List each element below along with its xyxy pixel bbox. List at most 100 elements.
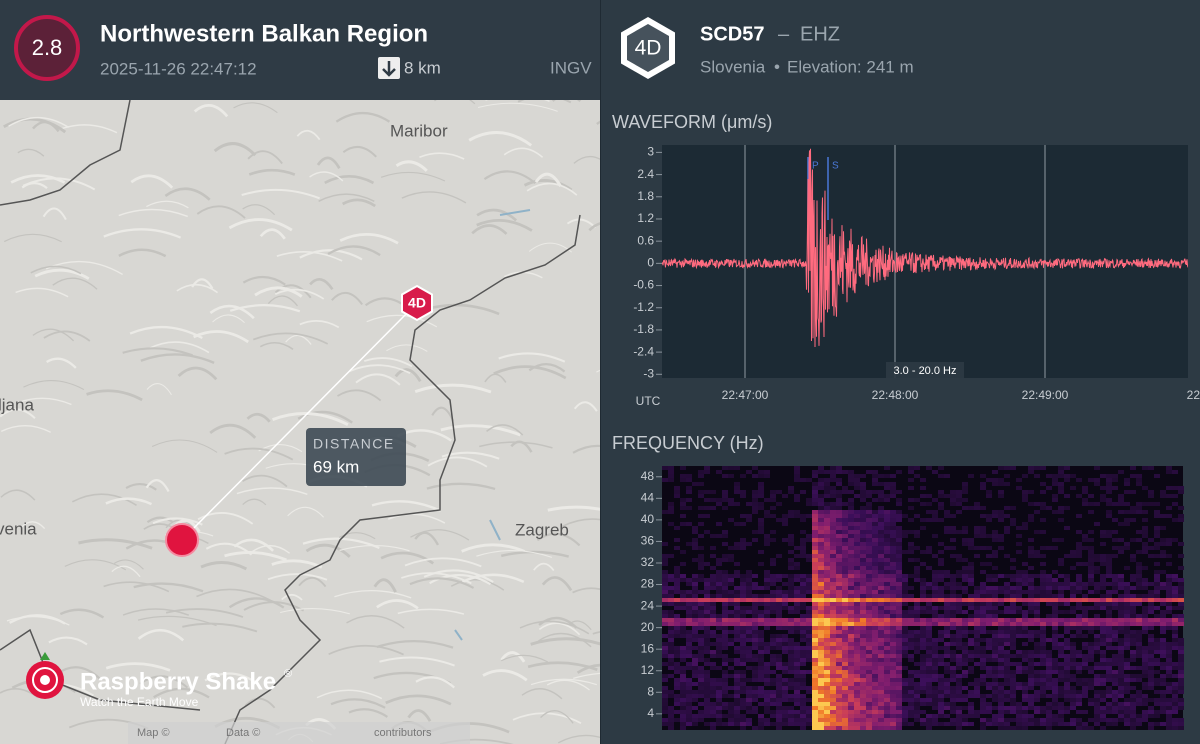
spectrogram-cell (668, 718, 674, 722)
spectrogram-cell (1028, 634, 1034, 638)
spectrogram-cell (878, 586, 884, 590)
spectrogram-cell (1124, 626, 1130, 630)
spectrogram-cell (1094, 650, 1100, 654)
spectrogram-cell (896, 626, 902, 630)
spectrogram-cell (974, 682, 980, 686)
spectrogram-cell (848, 654, 854, 658)
spectrogram-cell (1166, 650, 1172, 654)
spectrogram-cell (1046, 670, 1052, 674)
spectrogram-cell (968, 654, 974, 658)
spectrogram-cell (692, 542, 698, 546)
spectrogram-cell (764, 722, 770, 726)
spectrogram-cell (986, 562, 992, 566)
spectrogram-cell (884, 542, 890, 546)
spectrogram-cell (836, 478, 842, 482)
spectrogram-cell (746, 698, 752, 702)
spectrogram-cell (1154, 662, 1160, 666)
spectrogram-cell (782, 514, 788, 518)
epicenter[interactable] (165, 523, 199, 557)
spectrogram-cell (872, 618, 878, 622)
distance-line (181, 302, 418, 541)
spectrogram-cell (992, 678, 998, 682)
spectrogram-cell (962, 566, 968, 570)
spectrogram-cell (872, 634, 878, 638)
spectrogram-cell (770, 702, 776, 706)
spectrogram-cell (1178, 722, 1184, 726)
spectrogram-cell (746, 690, 752, 694)
spectrogram-cell (704, 642, 710, 646)
spectrogram-cell (1022, 686, 1028, 690)
y-tick-label: 12 (641, 663, 655, 677)
spectrogram-cell (788, 598, 794, 602)
spectrogram-cell (1118, 682, 1124, 686)
spectrogram-cell (890, 666, 896, 670)
spectrogram-cell (746, 514, 752, 518)
spectrogram-cell (698, 574, 704, 578)
spectrogram-cell (854, 570, 860, 574)
spectrogram-cell (872, 714, 878, 718)
station-marker[interactable] (401, 284, 433, 322)
relief-stroke (15, 287, 69, 298)
spectrogram-cell (1028, 586, 1034, 590)
spectrogram-cell (944, 634, 950, 638)
spectrogram-cell (1076, 578, 1082, 582)
spectrogram-cell (704, 682, 710, 686)
spectrogram-cell (704, 658, 710, 662)
spectrogram-cell (902, 646, 908, 650)
spectrogram-cell (1076, 586, 1082, 590)
relief-stroke (484, 373, 507, 383)
spectrogram-cell (788, 630, 794, 634)
spectrogram-cell (902, 634, 908, 638)
spectrogram-cell (1052, 694, 1058, 698)
spectrogram-cell (1028, 574, 1034, 578)
spectrogram-cell (794, 626, 800, 630)
spectrogram-cell (1058, 634, 1064, 638)
spectrogram-cell (974, 502, 980, 506)
spectrogram-cell (1028, 622, 1034, 626)
spectrogram-cell (1172, 646, 1178, 650)
spectrogram-cell (1100, 606, 1106, 610)
spectrogram-cell (662, 594, 668, 598)
spectrogram-cell (1010, 686, 1016, 690)
spectrogram-cell (824, 690, 830, 694)
spectrogram-cell (1010, 622, 1016, 626)
spectrogram-cell (884, 690, 890, 694)
spectrogram-cell (1088, 626, 1094, 630)
spectrogram-cell (824, 538, 830, 542)
spectrogram-cell (1064, 674, 1070, 678)
spectrogram-cell (1022, 574, 1028, 578)
spectrogram-cell (896, 614, 902, 618)
spectrogram-cell (818, 686, 824, 690)
spectrogram-cell (710, 534, 716, 538)
spectrogram-cell (1130, 594, 1136, 598)
spectrogram-cell (1130, 606, 1136, 610)
spectrogram-cell (698, 606, 704, 610)
spectrogram-cell (722, 626, 728, 630)
relief-stroke (281, 593, 303, 601)
spectrogram-cell (896, 702, 902, 706)
spectrogram-cell (722, 570, 728, 574)
spectrogram-cell (866, 518, 872, 522)
spectrogram-cell (974, 602, 980, 606)
spectrogram-cell (1040, 466, 1046, 470)
spectrogram-cell (938, 598, 944, 602)
spectrogram-cell (968, 506, 974, 510)
spectrogram-cell (932, 598, 938, 602)
relief-stroke (573, 155, 600, 164)
map[interactable]: 4D DISTANCE 69 km Raspberry Shake ® Watc… (0, 94, 657, 744)
spectrogram-cell (1046, 590, 1052, 594)
spectrogram-cell (788, 706, 794, 710)
spectrogram-cell (818, 502, 824, 506)
spectrogram-cell (1112, 706, 1118, 710)
spectrogram-cell (1124, 686, 1130, 690)
spectrogram-cell (818, 574, 824, 578)
spectrogram-cell (962, 586, 968, 590)
spectrogram-cell (716, 638, 722, 642)
spectrogram-cell (1130, 638, 1136, 642)
spectrogram-cell (758, 718, 764, 722)
spectrogram-cell (908, 630, 914, 634)
spectrogram-cell (866, 678, 872, 682)
spectrogram-cell (956, 718, 962, 722)
timezone: UTC (636, 394, 661, 408)
spectrogram-cell (710, 614, 716, 618)
